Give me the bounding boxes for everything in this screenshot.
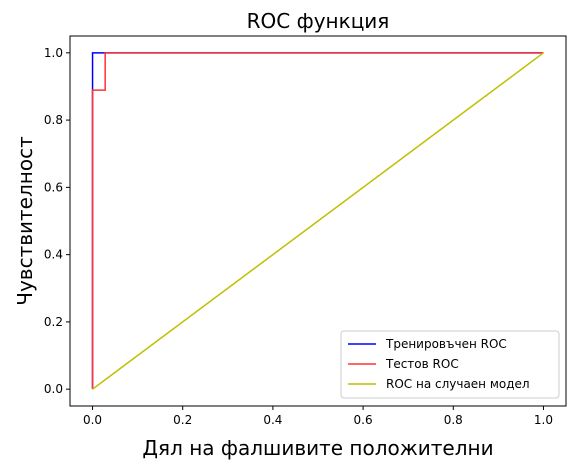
x-tick-label: 0.0 (83, 413, 102, 427)
y-axis-ticks: 0.0 0.2 0.4 0.6 0.8 1.0 (44, 46, 70, 396)
y-axis-label: Чувствителност (13, 136, 37, 306)
y-tick-label: 0.6 (44, 180, 63, 194)
x-tick-label: 0.2 (173, 413, 192, 427)
chart-title: ROC функция (247, 9, 390, 33)
y-tick-label: 0.4 (44, 248, 63, 262)
y-tick-label: 1.0 (44, 46, 63, 60)
plot-frame (69, 35, 567, 407)
legend-label: Тренировъчен ROC (385, 337, 507, 351)
series-layer (91, 52, 544, 390)
x-axis-label: Дял на фалшивите положителни (142, 436, 493, 460)
x-tick-label: 0.4 (263, 413, 282, 427)
x-tick-label: 0.8 (444, 413, 463, 427)
x-tick-label: 0.6 (354, 413, 373, 427)
legend-items: Тренировъчен ROC Тестов ROC ROC на случаен… (348, 337, 530, 391)
y-tick-label: 0.0 (44, 382, 63, 396)
y-tick-label: 0.8 (44, 113, 63, 127)
legend-label: Тестов ROC (385, 357, 459, 371)
series-line-1 (91, 52, 544, 390)
legend-box (340, 330, 560, 399)
plot-area: 0.0 0.2 0.4 0.6 0.8 1.0 0.0 0.2 0.4 0.6 0.8 1.0 (44, 35, 567, 427)
legend-label: ROC на случаен модел (386, 377, 530, 391)
series-line-2 (92, 52, 544, 390)
y-tick-label: 0.2 (44, 315, 63, 329)
x-axis-ticks: 0.0 0.2 0.4 0.6 0.8 1.0 (83, 406, 553, 427)
legend: Тренировъчен ROC Тестов ROC ROC на случаен… (340, 330, 560, 399)
x-tick-label: 1.0 (534, 413, 553, 427)
